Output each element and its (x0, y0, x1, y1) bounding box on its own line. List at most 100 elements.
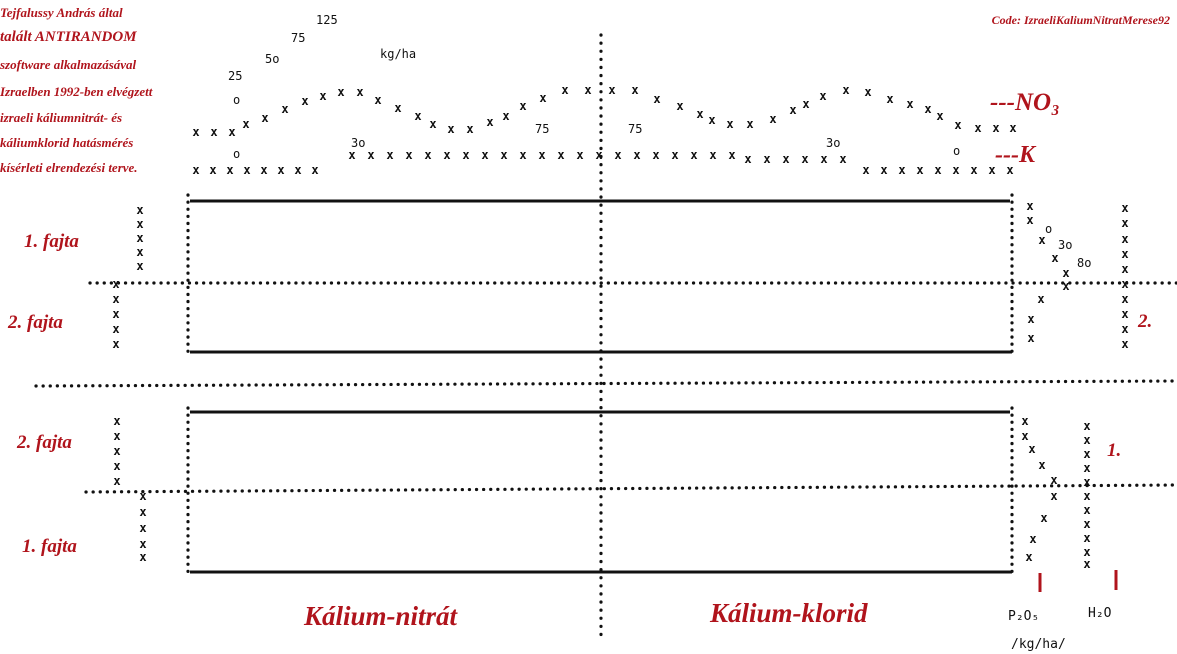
variety-2-marker: x (112, 322, 119, 336)
no3-marker: x (228, 125, 235, 139)
k-marker: x (277, 163, 284, 177)
k-marker: x (652, 148, 659, 162)
h2o-marker-x: x (1083, 447, 1090, 461)
k-marker: x (500, 148, 507, 162)
variety-1-marker: x (139, 550, 146, 564)
h2o-marker-x: x (1121, 216, 1128, 230)
variety-1-marker: x (139, 489, 146, 503)
row-label-variety-2-bottom: 2. fajta (16, 432, 72, 453)
no3-marker: x (708, 113, 715, 127)
variety-2-marker: x (113, 459, 120, 473)
no3-marker: x (769, 112, 776, 126)
k-marker: x (633, 148, 640, 162)
dose-25-label: 25 (228, 69, 242, 83)
no3-marker: x (842, 83, 849, 97)
variety-2-marker: x (112, 292, 119, 306)
k-marker: x (839, 152, 846, 166)
p2o5-marker-x: x (1027, 312, 1034, 326)
p2o5-marker-x: x (1029, 532, 1036, 546)
no3-marker: x (466, 122, 473, 136)
k-marker: x (820, 152, 827, 166)
k-marker: x (519, 148, 526, 162)
no3-marker: x (447, 122, 454, 136)
k-30-left-label: 3o (351, 136, 365, 150)
no3-marker: x (974, 121, 981, 135)
k-marker: x (952, 163, 959, 177)
no3-legend-label: ---NO₃ (990, 89, 1060, 116)
no3-marker: x (486, 115, 493, 129)
no3-marker: x (954, 118, 961, 132)
variety-2-marker: x (112, 307, 119, 321)
variety-1-marker: x (136, 231, 143, 245)
k-zero-right-label: o (953, 144, 960, 158)
h2o-axis-label: H₂O (1088, 606, 1112, 621)
p2o5-marker-x: x (1038, 458, 1045, 472)
upper-block (88, 193, 1177, 357)
k-marker: x (294, 163, 301, 177)
h2o-marker-x: x (1121, 201, 1128, 215)
no3-marker: x (819, 89, 826, 103)
p2o5-unit-label: /kg/ha/ (1011, 637, 1066, 652)
no3-marker: x (696, 107, 703, 121)
dose-unit-label: kg/ha (380, 47, 416, 61)
k-marker: x (557, 148, 564, 162)
k-30-right-label: 3o (826, 136, 840, 150)
p2o5-marker-x: x (1051, 251, 1058, 265)
h2o-marker-x: x (1083, 419, 1090, 433)
k-marker: x (728, 148, 735, 162)
p2o5-dose-labels: o 3o 8o (1045, 222, 1091, 270)
variety-1-marker: x (136, 245, 143, 259)
potassium-chloride-label: Kálium-klorid (709, 598, 868, 628)
k-marker: x (614, 148, 621, 162)
p2o5-marker-x: x (1040, 511, 1047, 525)
k-marker: x (424, 148, 431, 162)
no3-marker: x (936, 109, 943, 123)
side-marker-columns: xxxxxxxxxxxxxxxxxxxxxxxxxxxxxxxxxxxxxxxx… (112, 199, 1128, 571)
no3-marker: x (924, 102, 931, 116)
k-marker: x (763, 152, 770, 166)
h2o-marker-x: x (1121, 262, 1128, 276)
k-marker: x (462, 148, 469, 162)
k-zero-left-label: o (233, 147, 240, 161)
variety-2-marker: x (112, 337, 119, 351)
no3-marker: x (281, 102, 288, 116)
p2o5-marker-x: x (1026, 199, 1033, 213)
no3-marker: x (414, 109, 421, 123)
no3-marker: x (906, 97, 913, 111)
experiment-code: Code: IzraeliKaliumNitratMerese92 (992, 13, 1170, 27)
header-line-3: szoftware alkalmazásával (0, 57, 137, 72)
top-dose-scale: 25 5o 75 125 kg/ha o (228, 13, 416, 107)
h2o-marker-x: x (1083, 531, 1090, 545)
row-label-variety-2-top: 2. fajta (7, 312, 63, 333)
variety-2-marker: x (113, 444, 120, 458)
row-label-variety-1-bottom: 1. fajta (22, 536, 77, 557)
k-marker: x (367, 148, 374, 162)
k-marker: x (595, 148, 602, 162)
k-75-left-label: 75 (535, 122, 549, 136)
no3-marker: x (319, 89, 326, 103)
variety-2-marker: x (113, 429, 120, 443)
k-marker: x (744, 152, 751, 166)
variety-1-marker: x (136, 259, 143, 273)
k-75-right-label: 75 (628, 122, 642, 136)
no3-marker: x (337, 85, 344, 99)
h2o-marker-x: x (1083, 433, 1090, 447)
h2o-marker-x: x (1121, 307, 1128, 321)
k-marker: x (880, 163, 887, 177)
variety-1-marker: x (139, 521, 146, 535)
k-marker: x (260, 163, 267, 177)
no3-marker: x (561, 83, 568, 97)
p2o5-marker-x: x (1027, 331, 1034, 345)
no3-marker: x (519, 99, 526, 113)
lower-row-separator (84, 483, 1177, 494)
variety-2-marker: x (113, 414, 120, 428)
h2o-marker-x: x (1121, 292, 1128, 306)
p2o5-marker-x: x (1025, 550, 1032, 564)
no3-marker: x (429, 117, 436, 131)
p2o5-marker-x: x (1062, 279, 1069, 293)
k-marker: x (801, 152, 808, 166)
h2o-marker-x: x (1083, 489, 1090, 503)
h2o-marker-x: x (1083, 517, 1090, 531)
no3-marker: x (789, 103, 796, 117)
